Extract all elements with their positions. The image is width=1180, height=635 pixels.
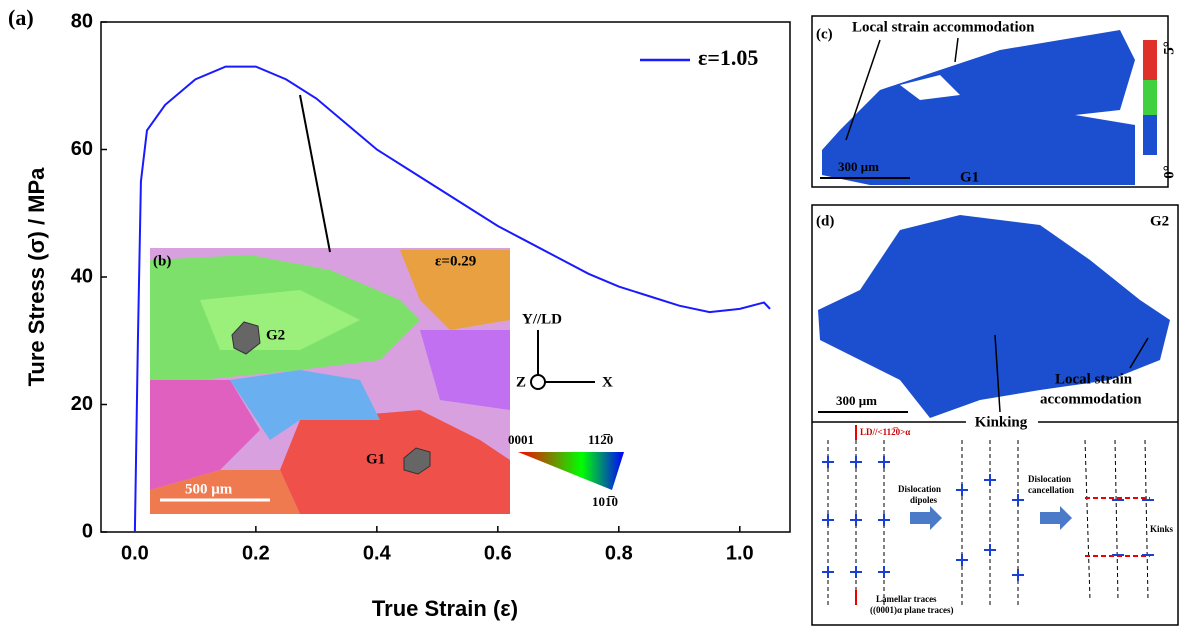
panel-label: (c) xyxy=(816,26,833,42)
arrow xyxy=(1129,337,1149,369)
colorbar-label: 0° xyxy=(1161,165,1177,179)
x-tick-label: 1.0 xyxy=(726,542,754,564)
ipf-label: 101̅0 xyxy=(592,494,618,509)
x-tick-label: 0.6 xyxy=(484,542,512,564)
data-line xyxy=(133,65,771,533)
annotation: Kinks xyxy=(1150,524,1174,534)
y-tick-label: 0 xyxy=(82,520,93,542)
annotation: ((0001)α plane traces) xyxy=(870,605,954,615)
grain-g1 xyxy=(280,410,510,514)
legend-label: ε=1.05 xyxy=(698,45,758,70)
inset-label: (b) xyxy=(153,253,171,269)
grain xyxy=(400,250,510,330)
strain-map xyxy=(818,215,1170,418)
arrow xyxy=(994,334,1001,413)
hole xyxy=(900,75,960,100)
x-tick-label: 0.2 xyxy=(242,542,270,564)
grain-label: G2 xyxy=(1150,213,1169,229)
grain-label: G1 xyxy=(960,169,979,185)
axis-dot xyxy=(530,374,546,390)
annotation: cancellation xyxy=(1028,485,1074,495)
x-axis-label: True Strain (ε) xyxy=(372,596,518,621)
annotation: accommodation xyxy=(1040,391,1142,407)
inset-b: (b) ε=0.29 G2 G1 500 μm Y//LD Z X 0001 1… xyxy=(150,94,624,514)
y-axis-label: Ture Stress (σ) / MPa xyxy=(24,167,49,387)
strain-map xyxy=(822,30,1135,185)
scale-label: 500 μm xyxy=(185,481,233,497)
annotation: Dislocation xyxy=(1028,474,1071,484)
panel-c: (c) Local strain accommodation 300 μm G1… xyxy=(811,15,1177,188)
grain xyxy=(150,470,300,514)
crystal-icon xyxy=(403,447,431,475)
axis-y-label: Y//LD xyxy=(522,311,562,327)
annotation: Kinking xyxy=(975,414,1028,430)
axis-z-label: Z xyxy=(516,374,526,390)
label-bg xyxy=(966,413,1038,431)
annotation: dipoles xyxy=(910,495,938,505)
scale-label: 300 μm xyxy=(838,159,879,174)
grain xyxy=(150,380,260,490)
panel-d: (d) G2 Local strain accommodation 300 μm… xyxy=(811,204,1179,626)
scale-label: 300 μm xyxy=(836,393,877,408)
ipf-label: 112̅0 xyxy=(588,432,613,447)
colorbar-label: 5° xyxy=(1161,41,1177,55)
grain xyxy=(420,330,510,410)
y-tick-label: 20 xyxy=(71,393,93,415)
annotation: Lamellar traces xyxy=(876,594,937,604)
annotation: Local strain accommodation xyxy=(852,19,1035,35)
arrow xyxy=(954,37,959,63)
grain-label: G1 xyxy=(366,451,385,467)
panel-label: (a) xyxy=(8,5,34,30)
colorbar-mid xyxy=(1143,80,1157,120)
chart: 0 20 40 60 80 0.0 0.2 0.4 0.6 0.8 1.0 ε=1.05 xyxy=(71,10,771,564)
x-tick-label: 0.4 xyxy=(363,542,392,564)
annotation: Local strain xyxy=(1055,371,1133,387)
crystal-icon xyxy=(231,321,261,355)
grain-label: G2 xyxy=(266,327,285,343)
ipf-label: 0001 xyxy=(508,432,534,447)
direction-label: LD//<112̅0>α xyxy=(860,427,910,437)
grain xyxy=(230,370,380,440)
strain-label: ε=0.29 xyxy=(435,253,476,269)
y-tick-label: 40 xyxy=(71,265,93,287)
ipf-triangle xyxy=(518,452,624,490)
x-tick-label: 0.0 xyxy=(121,542,149,564)
pointer-line xyxy=(299,94,331,253)
schematic: LD//<112̅0>α Dislocation dipoles Disloca… xyxy=(822,425,1174,615)
axis-x-label: X xyxy=(602,374,613,390)
annotation: Dislocation xyxy=(898,484,941,494)
y-tick-label: 80 xyxy=(71,10,93,32)
panel-label: (d) xyxy=(816,213,834,229)
x-tick-label: 0.8 xyxy=(605,542,633,564)
arrow xyxy=(845,39,881,141)
y-tick-label: 60 xyxy=(71,138,93,160)
colorbar-bottom xyxy=(1143,115,1157,155)
